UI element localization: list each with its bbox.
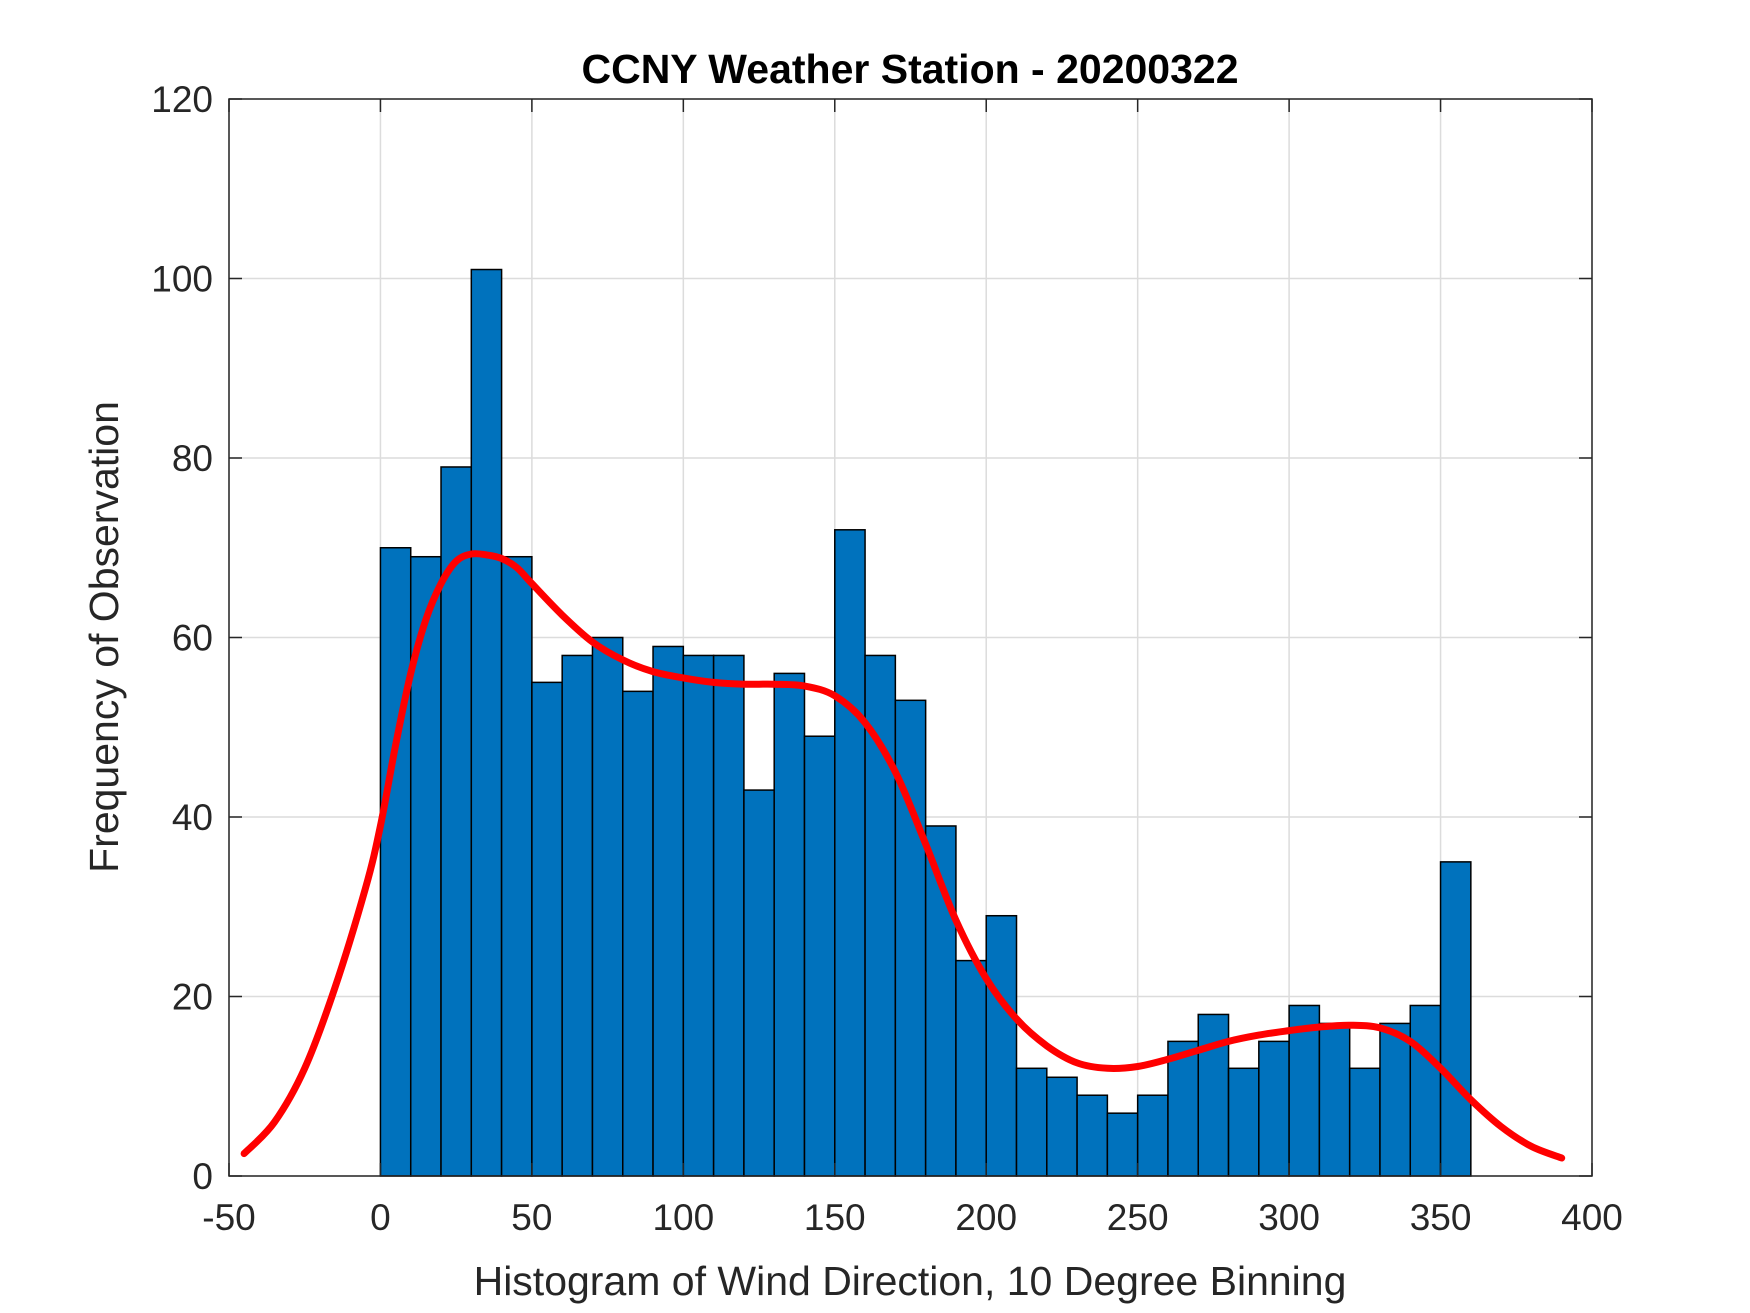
histogram-bar (1136, 1094, 1169, 1177)
histogram-bar (834, 529, 866, 1177)
histogram-bar (470, 268, 503, 1177)
histogram-bar (1227, 1067, 1260, 1177)
histogram-bar (1015, 1067, 1048, 1177)
x-tick-label: 0 (370, 1197, 391, 1238)
y-tick-label: 20 (172, 977, 213, 1018)
histogram-bar (1258, 1040, 1290, 1177)
histogram-bar (1106, 1112, 1139, 1177)
histogram-bar (1379, 1022, 1412, 1177)
y-tick-label: 80 (172, 438, 213, 479)
x-tick-label: 250 (1107, 1197, 1169, 1238)
histogram-bar (773, 672, 806, 1177)
x-tick-label: 200 (955, 1197, 1017, 1238)
histogram-bar (379, 547, 412, 1177)
histogram-bar (712, 654, 745, 1177)
histogram-bar (531, 681, 563, 1177)
y-tick-labels: 0 20 40 60 80 100 120 (151, 79, 213, 1197)
histogram-bar (1046, 1076, 1078, 1177)
histogram-bar (652, 645, 685, 1177)
histogram-bar (894, 699, 927, 1177)
y-tick-label: 60 (172, 618, 213, 659)
histogram-bar (440, 466, 473, 1177)
histogram-bar (591, 636, 624, 1177)
x-tick-label: 100 (652, 1197, 714, 1238)
histogram-bar (561, 654, 594, 1177)
histogram-bars (379, 268, 1472, 1177)
histogram-bar (1348, 1067, 1381, 1177)
histogram-bar (1318, 1022, 1351, 1177)
y-axis-label: Frequency of Observation (81, 401, 127, 873)
x-tick-label: 350 (1410, 1197, 1472, 1238)
y-tick-label: 0 (192, 1156, 213, 1197)
y-tick-label: 120 (151, 79, 213, 120)
x-axis-label: Histogram of Wind Direction, 10 Degree B… (474, 1258, 1347, 1304)
x-tick-label: 150 (804, 1197, 866, 1238)
y-tick-label: 40 (172, 797, 213, 838)
tick-marks (228, 98, 1593, 1177)
histogram-bar (1409, 1004, 1442, 1177)
histogram-bar (1439, 861, 1472, 1177)
histogram-bar (803, 735, 836, 1177)
histogram-bar (500, 555, 533, 1177)
histogram-bar (955, 959, 987, 1177)
x-tick-label: 400 (1561, 1197, 1623, 1238)
histogram-bar (622, 690, 654, 1177)
histogram-bar (1076, 1094, 1109, 1177)
x-tick-label: -50 (202, 1197, 255, 1238)
fit-curve (240, 550, 1566, 1162)
histogram-bar (985, 914, 1018, 1177)
chart-title: CCNY Weather Station - 20200322 (581, 46, 1238, 92)
x-tick-label: 50 (511, 1197, 552, 1238)
x-tick-labels: -50 0 50 100 150 200 250 300 350 400 (202, 1197, 1623, 1238)
x-tick-label: 300 (1258, 1197, 1320, 1238)
histogram-bar (743, 789, 775, 1177)
y-tick-label: 100 (151, 259, 213, 300)
histogram-bar (682, 654, 715, 1177)
histogram-bar (1167, 1040, 1199, 1177)
histogram-bar (1197, 1013, 1230, 1177)
